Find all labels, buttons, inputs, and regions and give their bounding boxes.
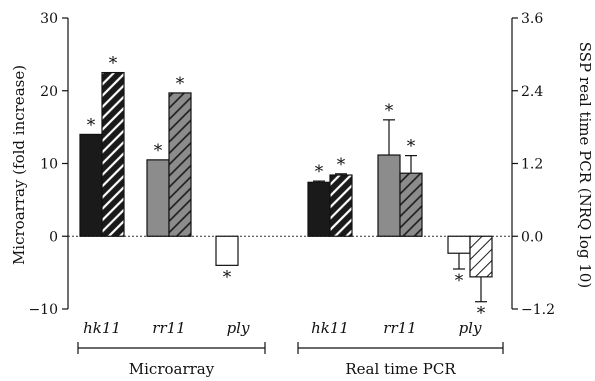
bar bbox=[447, 235, 471, 254]
left-tick-label: 10 bbox=[40, 157, 58, 173]
bar bbox=[399, 172, 423, 237]
bar bbox=[329, 174, 353, 237]
right-tick-label: −1.2 bbox=[521, 302, 555, 318]
significance-star: * bbox=[407, 137, 416, 157]
left-axis-title: Microarray (fold increase) bbox=[10, 65, 28, 265]
gene-label: hk11 bbox=[83, 319, 121, 337]
plot-area: −100102030−1.20.01.22.43.6**hk11**rr11*p… bbox=[28, 11, 555, 378]
group-label: Microarray bbox=[129, 360, 215, 378]
left-tick-label: −10 bbox=[28, 302, 58, 318]
significance-star: * bbox=[337, 155, 346, 175]
significance-star: * bbox=[455, 271, 464, 291]
significance-star: * bbox=[223, 267, 232, 287]
right-tick-label: 3.6 bbox=[521, 11, 543, 27]
significance-star: * bbox=[477, 304, 486, 324]
gene-label: rr11 bbox=[383, 319, 416, 337]
bar bbox=[79, 133, 103, 237]
right-tick-label: 2.4 bbox=[521, 84, 543, 100]
bar bbox=[215, 235, 239, 266]
gene-label: rr11 bbox=[152, 319, 185, 337]
left-tick-label: 30 bbox=[40, 11, 58, 27]
gene-label: hk11 bbox=[311, 319, 349, 337]
bar bbox=[168, 92, 192, 237]
bar bbox=[146, 159, 170, 237]
significance-star: * bbox=[109, 54, 118, 74]
significance-star: * bbox=[385, 101, 394, 121]
left-tick-label: 0 bbox=[49, 229, 58, 245]
left-tick-label: 20 bbox=[40, 84, 58, 100]
significance-star: * bbox=[154, 141, 163, 161]
bar bbox=[377, 154, 401, 237]
bar bbox=[101, 71, 125, 237]
right-axis-title: SSP real time PCR (NRQ log 10) bbox=[576, 42, 594, 289]
significance-star: * bbox=[176, 74, 185, 94]
group-label: Real time PCR bbox=[345, 360, 456, 378]
gene-label: ply bbox=[227, 319, 250, 337]
bar bbox=[307, 181, 331, 237]
bar bbox=[469, 235, 493, 278]
significance-star: * bbox=[315, 162, 324, 182]
significance-star: * bbox=[87, 115, 96, 135]
gene-label: ply bbox=[459, 319, 482, 337]
right-tick-label: 0.0 bbox=[521, 229, 543, 245]
right-tick-label: 1.2 bbox=[521, 157, 543, 173]
